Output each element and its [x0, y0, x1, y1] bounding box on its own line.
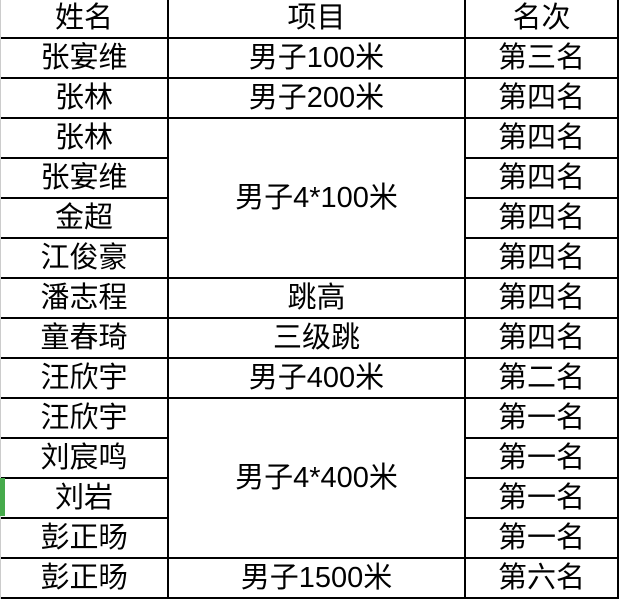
name-cell[interactable]: 张林	[1, 77, 169, 119]
event-cell[interactable]: 跳高	[167, 277, 466, 319]
table-row: 童春琦 三级跳 第四名	[1, 317, 619, 359]
table-row: 彭正旸 第一名	[1, 517, 619, 559]
rank-cell[interactable]: 第四名	[464, 237, 619, 279]
name-cell[interactable]: 张宴维	[1, 157, 169, 199]
table-row: 刘岩 第一名	[1, 477, 619, 519]
name-cell[interactable]: 彭正旸	[1, 557, 169, 599]
name-cell[interactable]: 刘岩	[1, 477, 169, 519]
table-row: 张宴维 男子100米 第三名	[1, 37, 619, 79]
rank-cell[interactable]: 第四名	[464, 197, 619, 239]
table-row: 张林 男子4*100米 第四名	[1, 117, 619, 279]
name-cell[interactable]: 金超	[1, 197, 169, 239]
event-cell[interactable]: 男子4*100米	[167, 117, 466, 279]
table-row: 潘志程 跳高 第四名	[1, 277, 619, 319]
rank-cell[interactable]: 第一名	[464, 397, 619, 439]
event-cell[interactable]: 男子200米	[167, 77, 466, 119]
rank-cell[interactable]: 第四名	[464, 77, 619, 119]
table-row: 汪欣宇 男子4*400米 第一名	[1, 397, 619, 559]
cropped-left-border	[0, 0, 1, 599]
rank-cell[interactable]: 第一名	[464, 437, 619, 479]
event-cell[interactable]: 男子400米	[167, 357, 466, 399]
event-cell[interactable]: 三级跳	[167, 317, 466, 359]
rank-cell[interactable]: 第六名	[464, 557, 619, 599]
table-row: 金超 第四名	[1, 197, 619, 239]
header-cell-event[interactable]: 项目	[167, 0, 466, 39]
table-row: 刘宸鸣 第一名	[1, 437, 619, 479]
name-cell[interactable]: 彭正旸	[1, 517, 169, 559]
name-cell[interactable]: 江俊豪	[1, 237, 169, 279]
rank-cell[interactable]: 第四名	[464, 117, 619, 159]
name-cell[interactable]: 汪欣宇	[1, 397, 169, 439]
table-row: 张宴维 第四名	[1, 157, 619, 199]
header-row: 姓名 项目 名次	[1, 0, 619, 39]
name-cell[interactable]: 童春琦	[1, 317, 169, 359]
rank-cell[interactable]: 第四名	[464, 317, 619, 359]
rank-cell[interactable]: 第一名	[464, 477, 619, 519]
table-row: 彭正旸 男子1500米 第六名	[1, 557, 619, 599]
rank-cell[interactable]: 第一名	[464, 517, 619, 559]
name-cell[interactable]: 潘志程	[1, 277, 169, 319]
table-row: 江俊豪 第四名	[1, 237, 619, 279]
rank-cell[interactable]: 第四名	[464, 277, 619, 319]
header-cell-rank[interactable]: 名次	[464, 0, 619, 39]
name-cell[interactable]: 汪欣宇	[1, 357, 169, 399]
table-row: 汪欣宇 男子400米 第二名	[1, 357, 619, 399]
name-cell[interactable]: 张宴维	[1, 37, 169, 79]
header-cell-name[interactable]: 姓名	[1, 0, 169, 39]
event-cell[interactable]: 男子1500米	[167, 557, 466, 599]
table-row: 张林 男子200米 第四名	[1, 77, 619, 119]
rank-cell[interactable]: 第三名	[464, 37, 619, 79]
rank-cell[interactable]: 第二名	[464, 357, 619, 399]
cell-selection-indicator	[0, 478, 5, 516]
event-cell[interactable]: 男子100米	[167, 37, 466, 79]
name-cell[interactable]: 刘宸鸣	[1, 437, 169, 479]
name-cell[interactable]: 张林	[1, 117, 169, 159]
rank-cell[interactable]: 第四名	[464, 157, 619, 199]
event-cell[interactable]: 男子4*400米	[167, 397, 466, 559]
